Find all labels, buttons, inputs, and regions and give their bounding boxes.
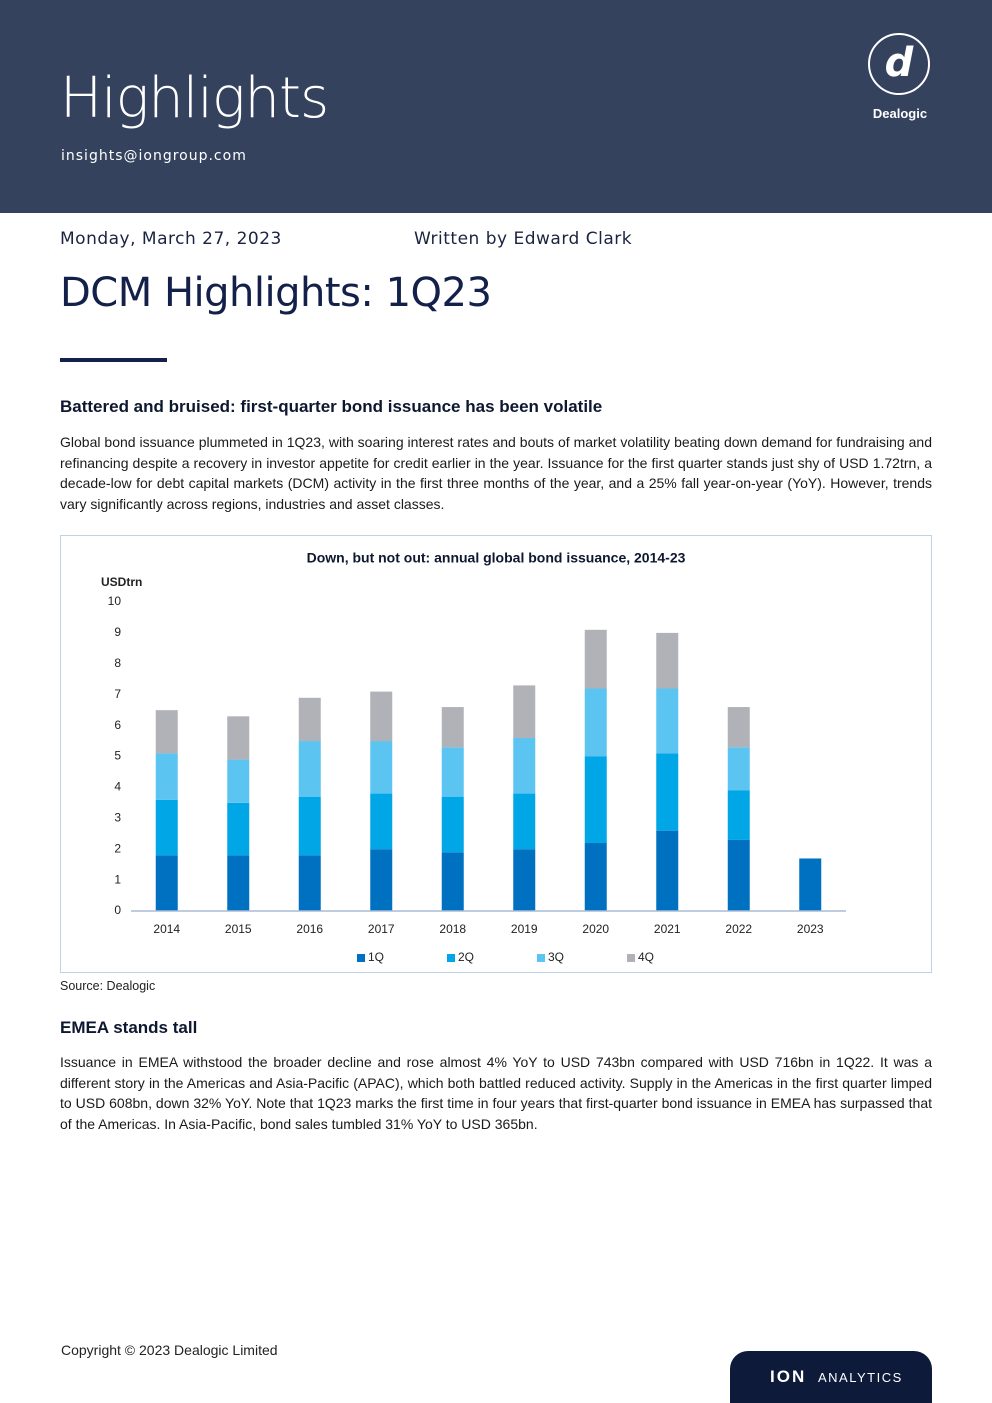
x-tick-label: 2022 (725, 922, 752, 936)
bar-segment (370, 691, 393, 742)
x-tick-label: 2019 (511, 922, 538, 936)
bar-segment (441, 747, 464, 797)
bar-segment (513, 793, 536, 850)
bar-segment (155, 855, 178, 911)
y-tick-label: 5 (114, 749, 121, 763)
bar-segment (513, 849, 536, 911)
section-heading: EMEA stands tall (60, 1018, 198, 1037)
bar-segment (298, 796, 321, 856)
y-tick-label: 4 (114, 780, 121, 794)
bar-segment (727, 707, 750, 748)
bar-segment (727, 839, 750, 911)
bar-segment (656, 688, 679, 754)
bar-segment (799, 858, 822, 911)
legend-swatch (357, 954, 365, 962)
bar-segment (656, 830, 679, 911)
bar-segment (298, 855, 321, 911)
bar-segment (298, 741, 321, 797)
legend-swatch (627, 954, 635, 962)
bar-segment (441, 852, 464, 911)
bar-segment (370, 793, 393, 850)
bar-segment (298, 697, 321, 742)
source: Source: Dealogic (60, 979, 156, 993)
title-rule (60, 358, 167, 362)
x-tick-label: 2020 (582, 922, 609, 936)
bar-segment (513, 737, 536, 794)
bar-segment (727, 790, 750, 840)
logo-name: Dealogic (872, 106, 928, 121)
x-tick-label: 2014 (153, 922, 180, 936)
bar-segment (584, 843, 607, 911)
x-tick-label: 2021 (654, 922, 681, 936)
bar-segment (227, 802, 250, 856)
legend-swatch (537, 954, 545, 962)
legend-label: 2Q (458, 950, 474, 964)
bar-segment (584, 688, 607, 757)
y-tick-label: 3 (114, 810, 121, 824)
y-tick-label: 10 (108, 594, 122, 608)
copyright: Copyright © 2023 Dealogic Limited (61, 1342, 278, 1358)
chart-frame: Down, but not out: annual global bond is… (60, 535, 932, 973)
author: Written by Edward Clark (414, 229, 633, 249)
bar-segment (155, 753, 178, 800)
bar-segment (656, 753, 679, 831)
bar-segment (370, 741, 393, 794)
paragraph: Issuance in EMEA withstood the broader d… (60, 1054, 932, 1133)
legend-label: 3Q (548, 950, 564, 964)
legend-label: 1Q (368, 950, 384, 964)
y-tick-label: 7 (114, 687, 121, 701)
y-tick-label: 1 (114, 872, 121, 886)
brand-name: ANALYTICS (818, 1370, 903, 1385)
section-heading: Battered and bruised: first-quarter bond… (60, 397, 603, 416)
bar-segment (370, 849, 393, 911)
brand-logo: ION ANALYTICS (730, 1351, 932, 1403)
x-tick-label: 2023 (797, 922, 824, 936)
bar-segment (155, 799, 178, 856)
y-axis-label: USDtrn (101, 575, 142, 589)
bar-segment (227, 855, 250, 911)
y-tick-label: 6 (114, 718, 121, 732)
header-title: Highlights (60, 66, 329, 131)
y-tick-label: 8 (114, 656, 121, 670)
header-band: Highlights insights@iongroup.com d Dealo… (0, 0, 992, 213)
x-tick-label: 2018 (439, 922, 466, 936)
chart: Down, but not out: annual global bond is… (101, 550, 846, 964)
bar-segment (584, 756, 607, 844)
brand-mark: ION (770, 1367, 807, 1386)
document-title: DCM Highlights: 1Q23 (60, 270, 492, 316)
x-tick-label: 2016 (296, 922, 323, 936)
legend-label: 4Q (638, 950, 654, 964)
bar-segment (441, 796, 464, 853)
bar-segment (227, 759, 250, 803)
logo-mark: d (868, 33, 930, 95)
header-email: insights@iongroup.com (61, 148, 247, 164)
bar-segment (656, 632, 679, 689)
chart-title: Down, but not out: annual global bond is… (307, 550, 686, 566)
y-tick-label: 9 (114, 625, 121, 639)
bar-segment (441, 707, 464, 748)
bar-segment (155, 710, 178, 754)
x-tick-label: 2015 (225, 922, 252, 936)
bar-segment (227, 716, 250, 760)
y-tick-label: 2 (114, 841, 121, 855)
paragraph: Global bond issuance plummeted in 1Q23, … (60, 434, 932, 513)
bar-segment (513, 685, 536, 738)
bar-segment (584, 629, 607, 689)
x-tick-label: 2017 (368, 922, 395, 936)
date: Monday, March 27, 2023 (60, 229, 282, 249)
legend-swatch (447, 954, 455, 962)
y-tick-label: 0 (114, 903, 121, 917)
bar-segment (727, 747, 750, 791)
